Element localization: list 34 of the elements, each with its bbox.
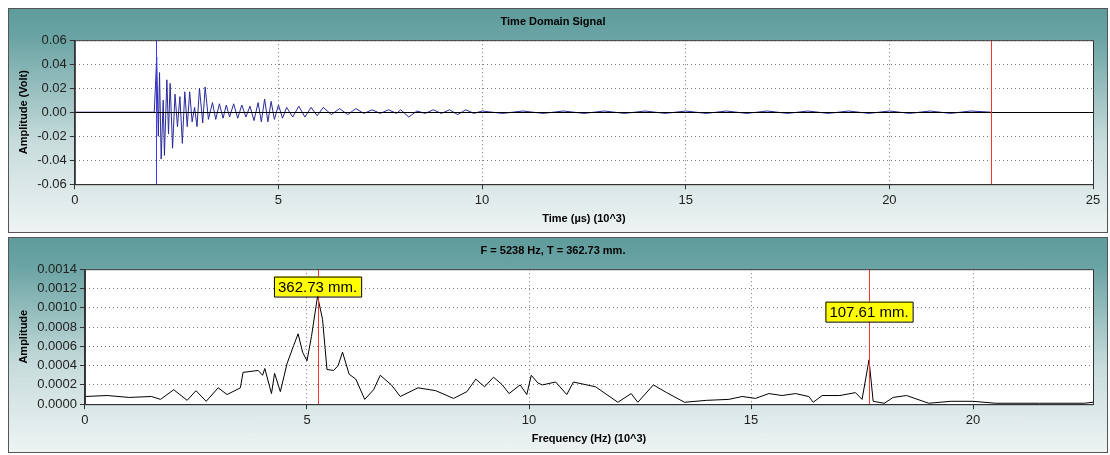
chart-title: F = 5238 Hz, T = 362.73 mm.: [480, 243, 626, 256]
y-tick-label: 0.0008: [37, 318, 77, 334]
y-tick-label: 0.02: [41, 79, 67, 95]
y-axis-title: Amplitude: [16, 309, 29, 364]
y-tick-label: 0.0010: [37, 299, 77, 315]
x-tick-label: 10: [521, 411, 537, 427]
y-tick-label: 0.06: [41, 31, 67, 47]
x-tick-label: 0: [71, 191, 79, 207]
x-tick-label: 20: [882, 191, 897, 207]
y-tick-label: 0.0014: [37, 260, 77, 276]
x-tick-label: 10: [474, 191, 490, 207]
x-tick-label: 5: [303, 411, 311, 427]
annotation: 107.61 mm.: [829, 302, 909, 320]
y-tick-label: -0.04: [37, 151, 67, 167]
x-axis-title: Frequency (Hz) (10^3): [531, 432, 647, 445]
y-tick-label: 0.0004: [37, 357, 77, 373]
x-tick-label: 5: [274, 191, 283, 207]
x-tick-label: 15: [743, 411, 759, 427]
y-tick-label: 0.0012: [37, 280, 77, 296]
y-tick-label: -0.06: [37, 175, 67, 191]
x-axis-title: Time (µs) (10^3): [542, 212, 626, 225]
y-tick-label: -0.02: [37, 127, 67, 143]
x-tick-label: 0: [81, 411, 89, 427]
y-tick-label: 0.0006: [37, 337, 77, 353]
y-tick-label: 0.0000: [37, 395, 77, 411]
annotation: 362.73 mm.: [277, 277, 358, 295]
x-tick-label: 25: [1085, 191, 1101, 207]
chart-title: Time Domain Signal: [500, 14, 606, 27]
y-tick-label: 0.00: [41, 103, 67, 119]
y-axis-title: Amplitude (Volt): [16, 69, 29, 155]
x-tick-label: 15: [678, 191, 693, 207]
y-tick-label: 0.04: [41, 55, 67, 71]
x-tick-label: 20: [965, 411, 981, 427]
y-tick-label: 0.0002: [37, 376, 77, 392]
